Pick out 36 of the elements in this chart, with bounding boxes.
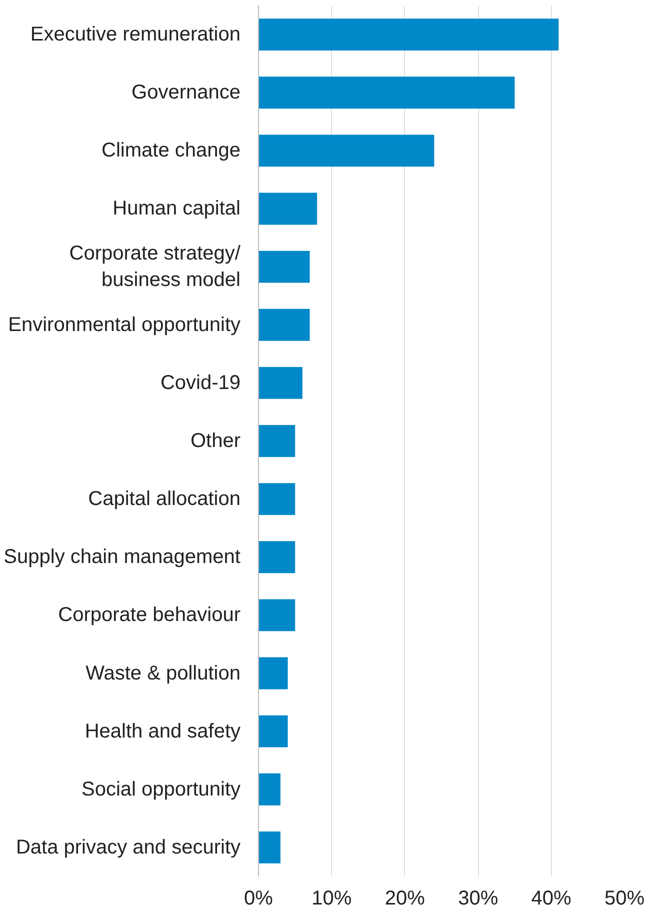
y-tick-label: Supply chain management [4, 546, 241, 568]
y-tick-label: Executive remuneration [30, 24, 240, 46]
x-tick-label: 40% [531, 888, 572, 910]
bar [258, 366, 302, 399]
bar [258, 773, 280, 806]
y-tick-label: Waste & pollution [86, 662, 241, 684]
x-tick-label: 30% [458, 888, 498, 910]
bar [258, 483, 296, 516]
bar [258, 308, 310, 341]
x-tick-label: 20% [384, 888, 426, 910]
bar [258, 657, 288, 690]
bar [258, 18, 559, 50]
y-tick-label: Human capital [112, 198, 240, 220]
y-tick-label: Environmental opportunity [8, 314, 241, 336]
x-tick-label: 0% [244, 888, 274, 910]
y-tick-label: Other [190, 430, 241, 452]
y-tick-label: Social opportunity [82, 778, 240, 800]
y-tick-label: Corporate strategy/ business model [69, 242, 241, 291]
bar [258, 832, 280, 864]
x-tick-label: 10% [312, 888, 352, 910]
y-tick-label: Data privacy and security [16, 836, 241, 858]
y-tick-label: Climate change [102, 140, 241, 162]
bar [258, 541, 296, 574]
bar [258, 134, 434, 167]
y-tick-label: Capital allocation [88, 488, 241, 510]
x-tick-label: 50% [604, 888, 645, 910]
bar [258, 192, 318, 225]
y-tick-label: Corporate behaviour [58, 604, 241, 626]
bar [258, 76, 515, 109]
bar [258, 250, 310, 283]
bar [258, 599, 296, 632]
bar [258, 425, 296, 457]
y-tick-label: Governance [132, 82, 241, 104]
bar [258, 715, 288, 748]
y-tick-label: Health and safety [84, 720, 240, 742]
y-tick-label: Covid-19 [160, 372, 241, 394]
